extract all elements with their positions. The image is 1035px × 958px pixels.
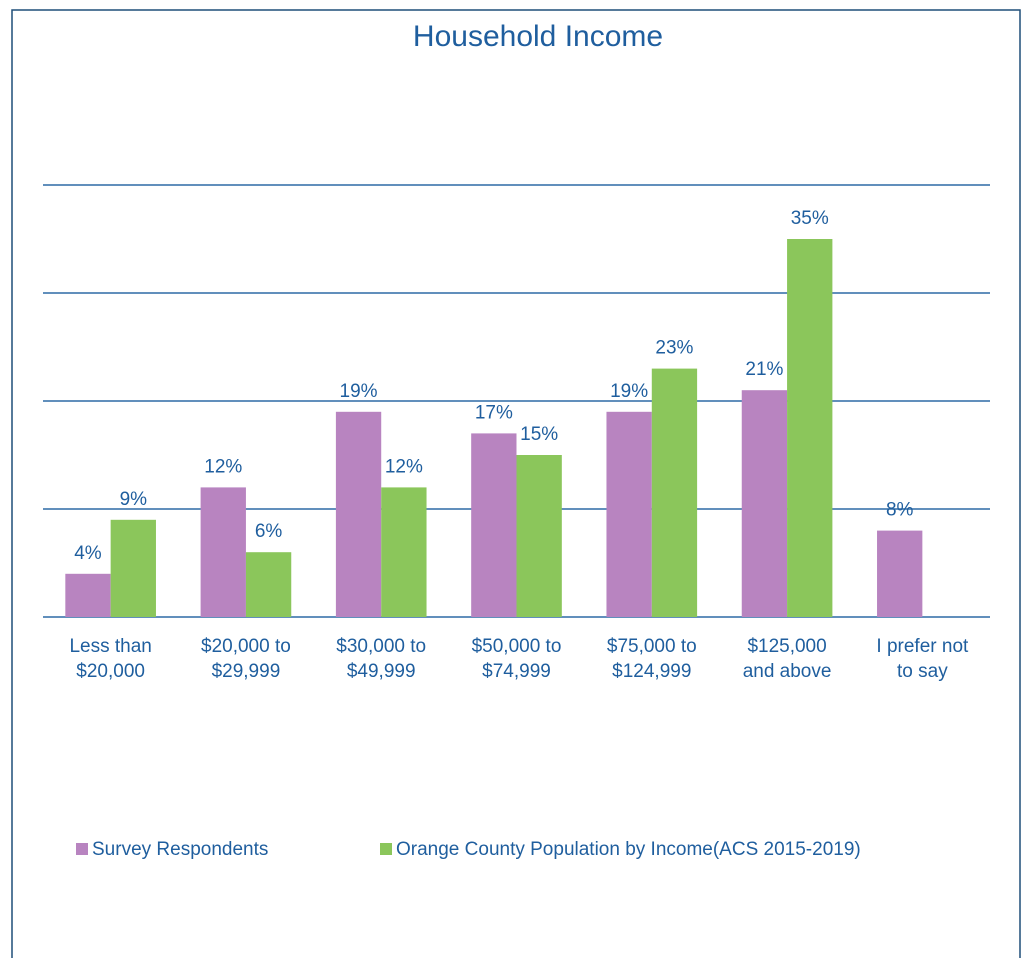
bar: [335, 411, 382, 617]
bar: [381, 487, 427, 617]
bar: [606, 411, 652, 617]
bar: [245, 552, 292, 617]
x-tick-label: $74,999: [482, 661, 551, 682]
x-tick-label: and above: [743, 661, 832, 682]
chart-title: Household Income: [413, 20, 663, 53]
bar: [787, 239, 833, 617]
data-label: 12%: [385, 456, 423, 477]
bar: [877, 530, 923, 617]
data-label: 6%: [255, 521, 283, 542]
x-tick-label: $75,000 to: [607, 636, 697, 657]
x-tick-label: I prefer not: [876, 636, 969, 657]
x-tick-label: $30,000 to: [336, 636, 426, 657]
data-label: 17%: [475, 402, 513, 423]
data-label: 8%: [886, 500, 914, 521]
bar: [651, 368, 698, 617]
x-tick-label: Less than: [69, 636, 151, 657]
bar: [110, 519, 156, 617]
legend-label: Orange County Population by Income(ACS 2…: [396, 839, 861, 860]
legend-label: Survey Respondents: [92, 839, 268, 860]
x-tick-label: $29,999: [212, 661, 281, 682]
data-label: 9%: [120, 489, 148, 510]
data-label: 23%: [655, 338, 693, 359]
data-label: 19%: [610, 381, 648, 402]
x-tick-label: $50,000 to: [472, 636, 562, 657]
x-tick-label: $20,000: [76, 661, 145, 682]
bar: [65, 573, 111, 617]
x-tick-label: $125,000: [747, 636, 826, 657]
bar: [471, 433, 517, 617]
data-label: 19%: [340, 381, 378, 402]
legend-swatch: [76, 843, 88, 855]
bar: [516, 455, 562, 617]
x-tick-label: $124,999: [612, 661, 691, 682]
x-tick-label: $49,999: [347, 661, 416, 682]
data-label: 35%: [791, 208, 829, 229]
bar: [741, 390, 788, 617]
bar: [200, 487, 246, 617]
data-label: 21%: [745, 359, 783, 380]
x-tick-label: to say: [897, 661, 948, 682]
data-label: 4%: [74, 543, 102, 564]
data-label: 12%: [204, 456, 242, 477]
data-label: 15%: [520, 424, 558, 445]
legend-swatch: [380, 843, 392, 855]
x-tick-label: $20,000 to: [201, 636, 291, 657]
chart-frame: [11, 9, 1021, 958]
